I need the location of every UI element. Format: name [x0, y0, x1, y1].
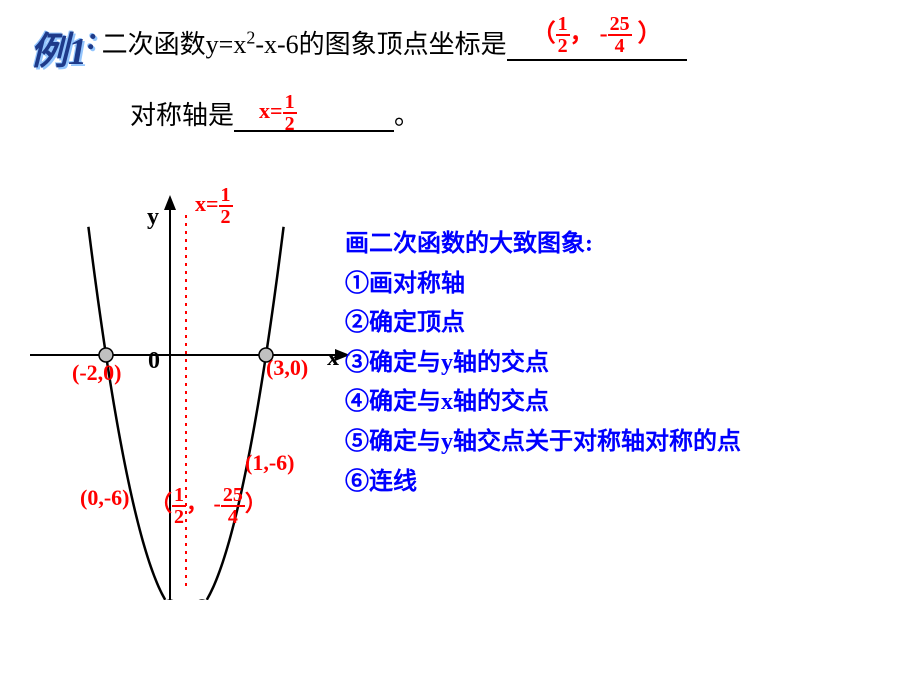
colon: : — [87, 20, 98, 57]
sym-axis-label: x=12 — [195, 185, 233, 227]
example-label: 例1 — [30, 20, 87, 75]
point-label-neg2-0: (-2,0) — [72, 360, 121, 386]
problem-text: 二次函数y=x2-x-6的图象顶点坐标是 （12， -254 ） — [102, 24, 687, 61]
axis-blank: x=12 — [234, 102, 394, 132]
bv-frac1: 12 — [172, 485, 186, 527]
origin-label: 0 — [148, 348, 160, 375]
frac-half: 12 — [556, 14, 570, 56]
steps-title: 画二次函数的大致图象: — [345, 225, 741, 265]
problem-exp: 2 — [246, 27, 255, 47]
line1: 例1: 二次函数y=x2-x-6的图象顶点坐标是 （12， -254 ） — [30, 20, 890, 75]
vertex-answer: （12， -254 ） — [507, 13, 687, 56]
parabola-chart — [30, 180, 350, 600]
x-axis-label: x — [327, 345, 339, 372]
line2: 对称轴是 x=12 。 — [130, 95, 890, 132]
bv-close: ） — [245, 491, 267, 516]
step-2: ②确定顶点 — [345, 304, 741, 344]
frac-254: 254 — [608, 14, 632, 56]
bv-frac2: 254 — [221, 485, 245, 527]
axis-x-eq: x= — [259, 98, 283, 123]
y-axis-label: y — [147, 204, 159, 231]
paren-open: （ — [532, 21, 556, 47]
paren-close: ） — [638, 21, 662, 47]
point-label-0-neg6: (0,-6) — [80, 485, 135, 511]
steps-list: 画二次函数的大致图象: ①画对称轴 ②确定顶点 ③确定与y轴的交点 ④确定与x轴… — [345, 225, 741, 502]
sym-x-eq: x= — [195, 191, 219, 216]
vertex-blank: （12， -254 ） — [507, 31, 687, 61]
axis-frac: 12 — [283, 92, 297, 134]
bv-comma: ， — [186, 491, 208, 516]
step-1: ①画对称轴 — [345, 265, 741, 305]
vertex-point-label: （12， -254） — [150, 485, 267, 527]
comma: ， — [570, 21, 594, 47]
point-label-3-0: (3,0) — [266, 355, 316, 381]
period: 。 — [394, 101, 420, 130]
step-6: ⑥连线 — [345, 463, 741, 503]
problem-suffix: -x-6的图象顶点坐标是 — [255, 30, 506, 59]
step-4: ④确定与x轴的交点 — [345, 383, 741, 423]
bv-open: （ — [150, 491, 172, 516]
line2-prefix: 对称轴是 — [130, 101, 234, 130]
step-5: ⑤确定与y轴交点关于对称轴对称的点 — [345, 423, 741, 463]
sym-frac: 12 — [219, 185, 233, 227]
problem-prefix: 二次函数y=x — [102, 30, 247, 59]
graph-area: x=12 y x 0 (-2,0) (3,0) (0,-6) (1,-6) （1… — [30, 180, 350, 600]
neg: - — [600, 21, 608, 47]
bv-neg: - — [214, 491, 221, 516]
step-3: ③确定与y轴的交点 — [345, 344, 741, 384]
axis-answer: x=12 — [259, 92, 297, 134]
point-label-1-neg6: (1,-6) — [245, 450, 294, 476]
